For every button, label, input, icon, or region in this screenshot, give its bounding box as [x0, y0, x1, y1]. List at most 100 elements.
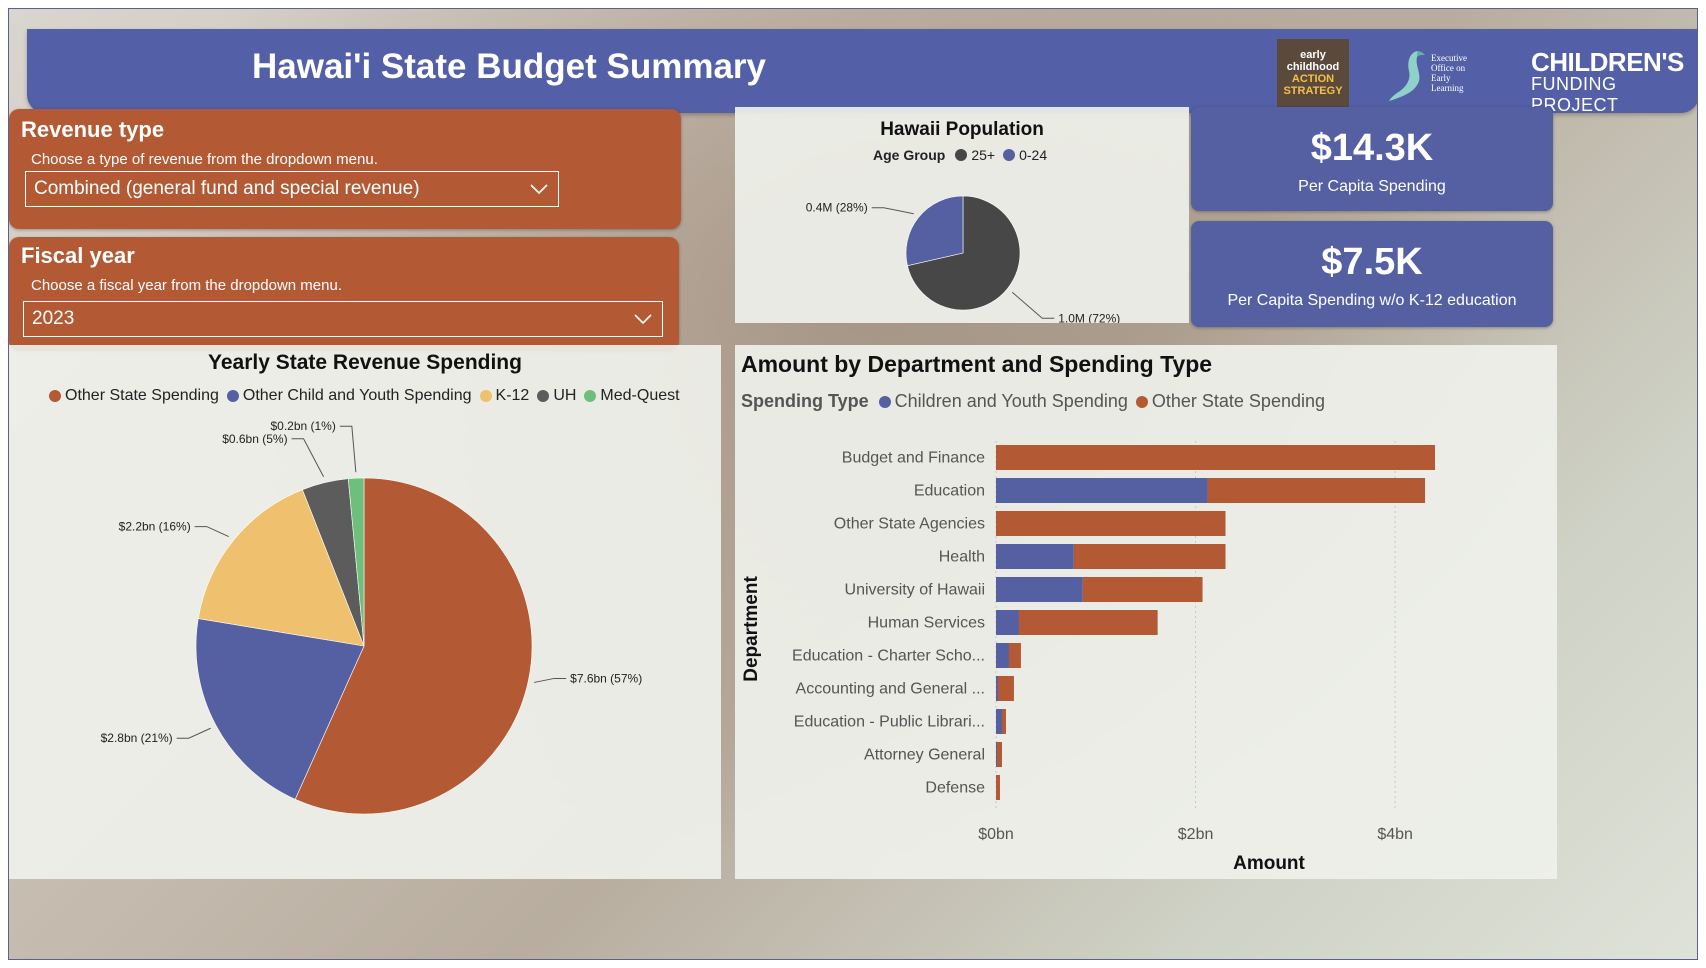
pie-leader-line: [534, 677, 567, 683]
legend-dot: [955, 149, 968, 161]
page-title: Hawai'i State Budget Summary: [252, 47, 767, 86]
x-axis-label: Amount: [1233, 853, 1305, 874]
legend-dot: [878, 395, 891, 408]
revenue-type-dropdown[interactable]: Combined (general fund and special reven…: [25, 171, 559, 207]
legend-item-other-state[interactable]: Other State Spending: [49, 387, 219, 405]
legend-item-uh[interactable]: UH: [537, 387, 576, 405]
department-bar-panel: Amount by Department and Spending Type S…: [735, 345, 1557, 879]
bar-segment[interactable]: [996, 610, 1019, 635]
dropdown-value: Combined (general fund and special reven…: [34, 178, 420, 199]
pie-leader-line: [1011, 291, 1055, 319]
bar-segment[interactable]: [1082, 577, 1203, 602]
legend-label: Children and Youth Spending: [894, 391, 1128, 411]
pie-data-label: 0.4M (28%): [806, 201, 868, 215]
bar-segment[interactable]: [996, 577, 1083, 602]
x-tick-label: $2bn: [1178, 826, 1214, 843]
revenue-type-slicer: Revenue type Choose a type of revenue fr…: [9, 109, 681, 229]
bar-segment[interactable]: [996, 445, 1436, 470]
eoel-logo-line: Executive: [1431, 53, 1467, 63]
dashboard-canvas: Hawai'i State Budget Summary early child…: [8, 8, 1698, 960]
fiscal-year-dropdown[interactable]: 2023: [23, 301, 663, 337]
bar-segment[interactable]: [996, 709, 1002, 734]
slicer-title: Fiscal year: [21, 243, 135, 268]
pie-data-label: $7.6bn (57%): [570, 671, 642, 685]
pie-leader-line: [194, 526, 229, 538]
y-tick-label: Budget and Finance: [842, 450, 985, 467]
legend-label: 0-24: [1019, 147, 1048, 163]
kpi-value: $14.3K: [1310, 127, 1434, 169]
bar-segment[interactable]: [996, 478, 1208, 503]
legend-item-k12[interactable]: K-12: [479, 387, 530, 405]
bar-segment[interactable]: [1008, 643, 1021, 668]
kpi-label: Per Capita Spending: [1298, 178, 1446, 195]
legend-item-children-youth[interactable]: Children and Youth Spending: [878, 391, 1128, 412]
bar-segment[interactable]: [996, 742, 997, 767]
y-tick-label: Attorney General: [864, 747, 985, 764]
pie-slice[interactable]: [195, 618, 365, 800]
bar-segment[interactable]: [1018, 610, 1158, 635]
chevron-down-icon: [634, 314, 652, 324]
pie-leader-line: [339, 425, 357, 473]
legend-dot: [49, 390, 61, 402]
bar-segment[interactable]: [996, 775, 1000, 800]
pie-data-label: $2.8bn (21%): [101, 731, 173, 745]
y-tick-label: Health: [939, 549, 985, 566]
eoel-logo-line: Office on: [1431, 63, 1466, 73]
ecas-logo-line: childhood: [1286, 61, 1340, 73]
population-pie-chart: 1.0M (72%) 0.4M (28%): [806, 195, 1120, 323]
bar-segment[interactable]: [996, 742, 1002, 767]
population-panel: Hawaii Population Age Group 25+ 0-24 1.0…: [735, 107, 1189, 323]
slicer-title: Revenue type: [21, 117, 165, 142]
y-tick-label: Education - Public Librari...: [794, 714, 985, 731]
bar-segment[interactable]: [996, 544, 1074, 569]
legend-item-0-24[interactable]: 0-24: [1003, 147, 1047, 163]
pie-slice[interactable]: [294, 477, 533, 815]
bar-segment[interactable]: [1207, 478, 1426, 503]
y-tick-label: University of Hawaii: [845, 582, 985, 599]
ecas-logo: early childhood ACTION STRATEGY: [1277, 39, 1349, 109]
legend-item-med-quest[interactable]: Med-Quest: [584, 387, 680, 405]
population-legend: Age Group 25+ 0-24: [873, 147, 1055, 163]
slicer-description: Choose a fiscal year from the dropdown m…: [31, 277, 342, 294]
pie-slice[interactable]: [347, 477, 365, 647]
pie-leader-line: [291, 438, 325, 477]
y-tick-label: Education - Charter Scho...: [792, 648, 985, 665]
department-bar-chart: $0bn $2bn $4bn Budget and Finance Education O…: [741, 441, 1436, 874]
legend-dot: [1003, 149, 1016, 161]
bar-segment[interactable]: [1001, 709, 1006, 734]
fiscal-year-slicer: Fiscal year Choose a fiscal year from th…: [9, 237, 679, 351]
legend-label: K-12: [495, 387, 530, 404]
legend-item-child-youth[interactable]: Other Child and Youth Spending: [226, 387, 472, 405]
kpi-value: $7.5K: [1321, 241, 1423, 283]
bar-segment[interactable]: [997, 676, 1014, 701]
revenue-pie-chart: $7.6bn (57%) $2.8bn (21%) $2.2bn (16%) $0.6…: [101, 419, 642, 815]
pie-slice[interactable]: [905, 195, 964, 267]
population-chart-title: Hawaii Population: [880, 119, 1044, 140]
pie-leader-line: [871, 207, 914, 215]
ecas-logo-line: ACTION: [1291, 73, 1335, 85]
eoel-logo-line: Learning: [1431, 83, 1464, 93]
kpi-per-capita: $14.3K Per Capita Spending: [1191, 107, 1553, 211]
pie-slice[interactable]: [197, 489, 365, 647]
bar-segment[interactable]: [996, 643, 1009, 668]
bar-segment[interactable]: [996, 676, 998, 701]
legend-label: Med-Quest: [600, 387, 680, 404]
legend-label: Other State Spending: [65, 387, 219, 404]
dept-legend: Spending Type Children and Youth Spendin…: [741, 391, 1333, 412]
legend-label: Other Child and Youth Spending: [242, 387, 472, 404]
pie-slice[interactable]: [907, 195, 1021, 311]
bar-segment[interactable]: [996, 511, 1226, 536]
eoel-logo: Executive Office on Early Learning: [1387, 39, 1477, 109]
legend-item-25plus[interactable]: 25+: [955, 147, 995, 163]
eoel-logo-text: Executive Office on Early Learning: [1431, 53, 1467, 93]
kpi-label: Per Capita Spending w/o K-12 education: [1227, 292, 1517, 309]
legend-label: Other State Spending: [1151, 391, 1325, 411]
pie-data-label: 1.0M (72%): [1058, 311, 1120, 323]
cfp-logo: CHILDREN'S FUNDING PROJECT: [1531, 47, 1697, 116]
cfp-logo-line: CHILDREN'S: [1531, 47, 1684, 77]
y-axis-label: Department: [741, 576, 762, 682]
legend-label: 25+: [971, 147, 996, 163]
dropdown-value: 2023: [32, 308, 75, 329]
legend-item-other-state[interactable]: Other State Spending: [1135, 391, 1325, 412]
bar-segment[interactable]: [1073, 544, 1226, 569]
